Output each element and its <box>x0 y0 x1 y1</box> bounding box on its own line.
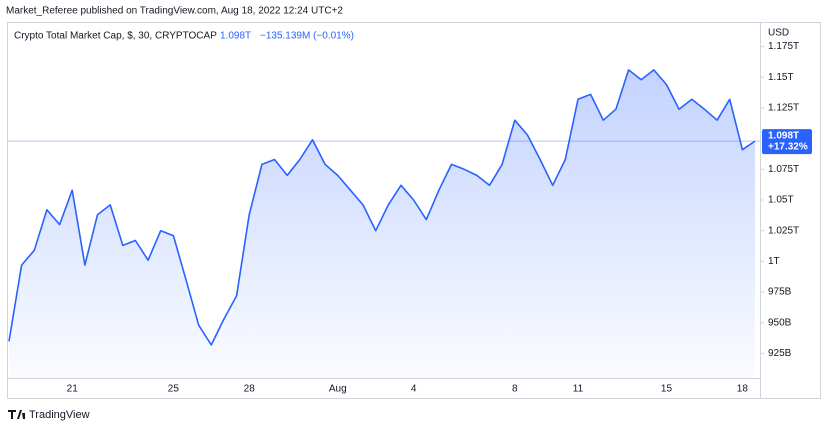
y-tick-label: 1.05T <box>768 195 794 206</box>
y-tick-label: 1.175T <box>768 41 799 52</box>
publish-header: Market_Referee published on TradingView.… <box>6 6 343 17</box>
y-tick-label: 1.15T <box>768 72 794 83</box>
y-tick-label: 1.075T <box>768 164 799 175</box>
change-label: +17.32% <box>768 142 808 153</box>
legend-change: −135.139M (−0.01%) <box>260 31 354 42</box>
footer-logo <box>8 410 25 419</box>
line <box>8 69 756 346</box>
y-tick-label: 925B <box>768 348 792 359</box>
y-tick-label: 1.125T <box>768 103 799 114</box>
x-tick-label: 4 <box>411 384 417 395</box>
legend-last: 1.098T <box>220 31 251 42</box>
y-tick-label: 975B <box>768 287 792 298</box>
x-tick-label: 8 <box>512 384 518 395</box>
x-tick-label: 15 <box>661 384 673 395</box>
currency-label: USD <box>768 28 789 39</box>
y-tick-label: 950B <box>768 317 792 328</box>
x-tick-label: 25 <box>168 384 180 395</box>
y-tick-label: 1T <box>768 256 780 267</box>
y-tick-label: 1.025T <box>768 225 799 236</box>
footer-brand: TradingView <box>29 409 90 421</box>
x-tick-label: 28 <box>244 384 256 395</box>
x-tick-label: 21 <box>67 384 79 395</box>
chart-frame <box>7 22 821 399</box>
legend-symbol: Crypto Total Market Cap, $, 30, CRYPTOCA… <box>14 31 217 42</box>
x-tick-label: 18 <box>737 384 749 395</box>
x-tick-label: Aug <box>329 384 347 395</box>
last-price-label: 1.098T <box>768 131 799 142</box>
x-tick-label: 11 <box>573 384 584 395</box>
last-price-box <box>762 129 812 155</box>
